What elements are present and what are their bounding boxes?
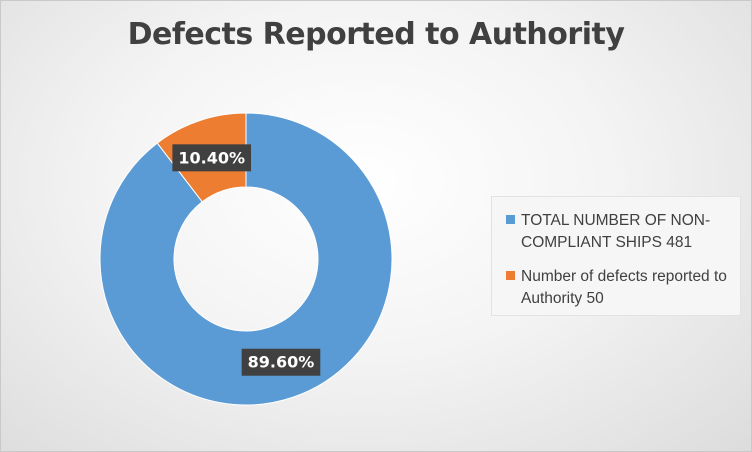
data-label-1: 10.40% <box>178 148 245 167</box>
legend-swatch-orange <box>506 271 515 280</box>
legend-label: TOTAL NUMBER OF NON-COMPLIANT SHIPS 481 <box>521 212 711 251</box>
legend: TOTAL NUMBER OF NON-COMPLIANT SHIPS 481 … <box>491 196 741 316</box>
data-label-background-0 <box>241 348 321 376</box>
data-label-background-1 <box>172 144 252 172</box>
chart-title: Defects Reported to Authority <box>127 17 625 52</box>
legend-label: Number of defects reported to Authority … <box>521 268 727 307</box>
legend-item-defects-reported: Number of defects reported to Authority … <box>506 266 732 310</box>
legend-item-non-compliant-ships: TOTAL NUMBER OF NON-COMPLIANT SHIPS 481 <box>506 210 732 254</box>
legend-swatch-blue <box>506 215 515 224</box>
data-label-0: 89.60% <box>248 353 315 372</box>
donut-slice-0 <box>99 112 393 406</box>
